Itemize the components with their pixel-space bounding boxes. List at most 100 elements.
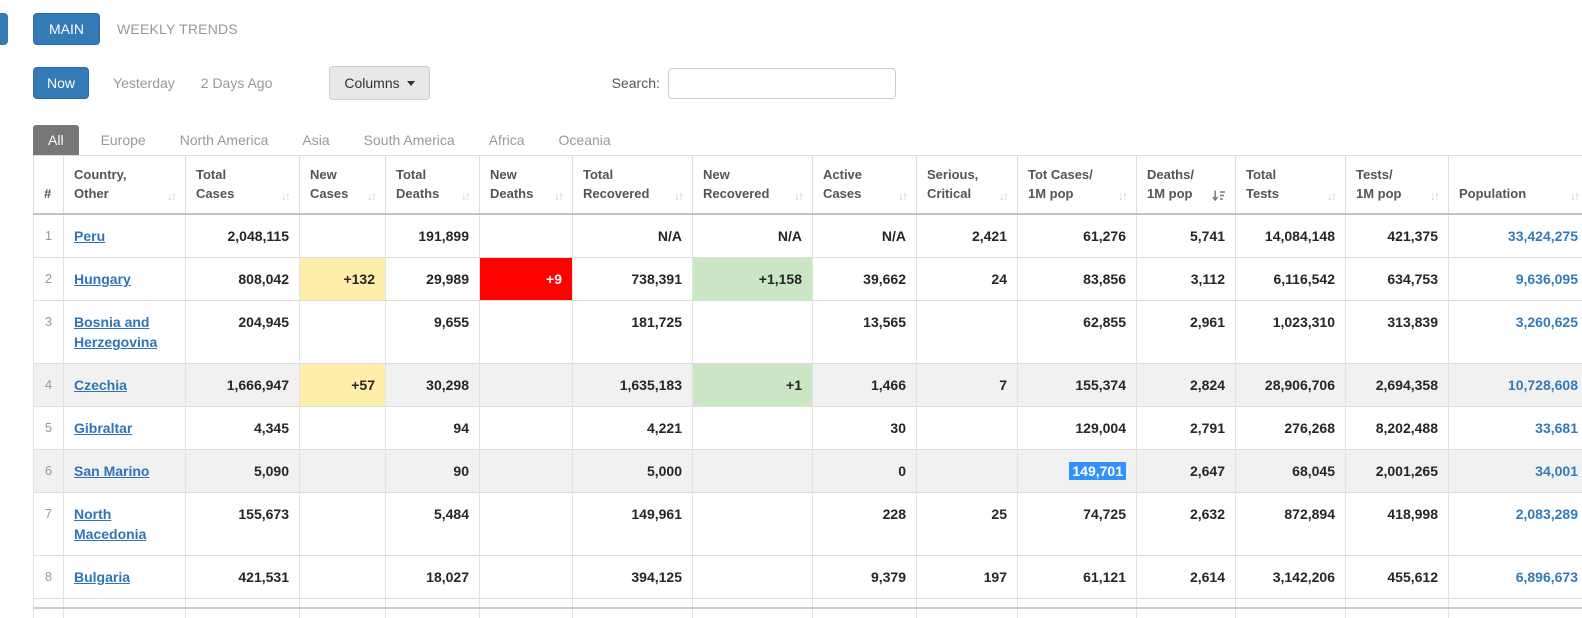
cell-serious-critical: 24	[916, 257, 1018, 301]
selected-text: 149,701	[1069, 462, 1126, 480]
col-header-active-cases[interactable]: Active Cases ↓↑	[812, 155, 917, 215]
cell-new-recovered: +1	[692, 363, 813, 407]
col-header-deaths-per-1m[interactable]: Deaths/1M pop	[1136, 155, 1236, 215]
cell-population[interactable]: 9,636,095	[1448, 257, 1582, 301]
col-header-tests-per-1m[interactable]: Tests/1M pop ↓↑	[1345, 155, 1449, 215]
cell-total-recovered: 738,391	[572, 257, 693, 301]
table-row: 4 Czechia 1,666,947 +57 30,298 1,635,183 +1 1,4…	[33, 363, 1582, 407]
cell-cases-per-1m: 61,121	[1017, 555, 1137, 599]
col-header-num: #	[33, 155, 64, 215]
cell-serious-critical: 7	[916, 363, 1018, 407]
col-header-label: 1M pop	[1147, 186, 1193, 201]
cell-population[interactable]: 33,681	[1448, 406, 1582, 450]
col-header-population[interactable]: Population ↓↑	[1448, 155, 1582, 215]
country-link[interactable]: Peru	[74, 228, 106, 244]
continent-tab-europe[interactable]: Europe	[100, 132, 146, 148]
cell-population[interactable]: 3,260,625	[1448, 300, 1582, 364]
continent-tab-asia[interactable]: Asia	[302, 132, 330, 148]
sort-both-icon: ↓↑	[999, 189, 1009, 203]
cell-cases-per-1m: 129,004	[1017, 406, 1137, 450]
cell-total-deaths: 29,989	[385, 257, 480, 301]
cell-total-tests: 6,116,542	[1235, 257, 1346, 301]
columns-dropdown-label: Columns	[344, 75, 400, 91]
cell-population[interactable]: 2,083,289	[1448, 492, 1582, 556]
country-link[interactable]: Bosnia and Herzegovina	[74, 314, 158, 350]
cell-cases-per-1m: 83,856	[1017, 257, 1137, 301]
cell-total-tests: 3,142,206	[1235, 555, 1346, 599]
col-header-line1: New	[490, 167, 517, 182]
cell-total-deaths: 191,899	[385, 213, 480, 258]
col-header-new-deaths[interactable]: New Deaths ↓↑	[479, 155, 573, 215]
cell-total-deaths: 9,655	[385, 300, 480, 364]
sort-both-icon: ↓↑	[898, 189, 908, 203]
cell-country: Hungary	[63, 257, 186, 301]
col-header-new-recovered[interactable]: New Recovered ↓↑	[692, 155, 813, 215]
weekly-trends-tab[interactable]: WEEKLY TRENDS	[117, 21, 238, 37]
cell-population[interactable]: 33,424,275	[1448, 213, 1582, 258]
columns-dropdown-button[interactable]: Columns	[329, 66, 430, 100]
country-link[interactable]: San Marino	[74, 463, 150, 479]
cell-population[interactable]: 34,001	[1448, 449, 1582, 493]
table-row: 6 San Marino 5,090 90 5,000 0 149,701 2,647 68,0…	[33, 449, 1582, 493]
sort-both-icon: ↓↑	[1570, 189, 1580, 203]
search-input[interactable]	[667, 67, 896, 99]
col-header-label: Cases	[823, 186, 862, 201]
col-header-serious-critical[interactable]: Serious, Critical ↓↑	[916, 155, 1018, 215]
cell-deaths-per-1m: 2,614	[1136, 555, 1236, 599]
col-header-new-cases[interactable]: New Cases ↓↑	[299, 155, 386, 215]
country-link[interactable]: Gibraltar	[74, 420, 133, 436]
continent-tab-africa[interactable]: Africa	[488, 132, 525, 148]
country-link[interactable]: Hungary	[74, 271, 131, 287]
col-header-line1: Tests/	[1356, 167, 1393, 182]
covid-stats-table: # Country, Other ↓↑ Total Cases ↓↑ New Cases ↓↑ To…	[33, 155, 1582, 618]
cell-country: Peru	[63, 213, 186, 258]
yesterday-button[interactable]: Yesterday	[113, 75, 175, 91]
country-link[interactable]: Bulgaria	[74, 569, 131, 585]
cell-country: Gibraltar	[63, 406, 186, 450]
col-header-total-deaths[interactable]: Total Deaths ↓↑	[385, 155, 480, 215]
table-header: # Country, Other ↓↑ Total Cases ↓↑ New Cases ↓↑ To…	[33, 155, 1582, 215]
cell-num: 3	[33, 300, 64, 364]
cell-deaths-per-1m: 2,632	[1136, 492, 1236, 556]
col-header-cases-per-1m[interactable]: Tot Cases/1M pop ↓↑	[1017, 155, 1137, 215]
cell-country: San Marino	[63, 449, 186, 493]
cutoff-button-fragment[interactable]	[0, 13, 8, 45]
cell-new-deaths	[479, 213, 573, 258]
cell-tests-per-1m: 421,375	[1345, 213, 1449, 258]
col-header-label: Cases	[310, 186, 349, 201]
main-tab-button[interactable]: MAIN	[33, 13, 100, 45]
col-header-country[interactable]: Country, Other ↓↑	[63, 155, 186, 215]
col-header-label: 1M pop	[1028, 186, 1074, 201]
cell-tests-per-1m: 313,839	[1345, 300, 1449, 364]
sort-both-icon: ↓↑	[1327, 189, 1337, 203]
col-header-line1: Serious,	[927, 167, 979, 182]
col-header-label: Deaths	[396, 186, 440, 201]
continent-tab-north-america[interactable]: North America	[179, 132, 269, 148]
cell-country: North Macedonia	[63, 492, 186, 556]
cell-population[interactable]: 6,896,673	[1448, 555, 1582, 599]
cell-new-cases: +132	[299, 257, 386, 301]
two-days-ago-button[interactable]: 2 Days Ago	[200, 75, 273, 91]
continent-tab-oceania[interactable]: Oceania	[558, 132, 611, 148]
cell-new-deaths	[479, 406, 573, 450]
continent-tab-south-america[interactable]: South America	[363, 132, 455, 148]
cell-new-cases	[299, 300, 386, 364]
col-header-label: #	[44, 186, 52, 201]
cell-new-recovered	[692, 300, 813, 364]
cell-deaths-per-1m: 5,741	[1136, 213, 1236, 258]
country-link[interactable]: North Macedonia	[74, 506, 147, 542]
cell-new-cases	[299, 492, 386, 556]
col-header-total-cases[interactable]: Total Cases ↓↑	[185, 155, 300, 215]
cell-country: Bosnia and Herzegovina	[63, 300, 186, 364]
cell-population[interactable]: 10,728,608	[1448, 363, 1582, 407]
continent-tab-all[interactable]: All	[33, 125, 79, 155]
now-button[interactable]: Now	[33, 67, 90, 99]
table-row: 1 Peru 2,048,115 191,899 N/A N/A N/A 2,421 61,27…	[33, 213, 1582, 258]
col-header-total-tests[interactable]: Total Tests ↓↑	[1235, 155, 1346, 215]
cell-new-recovered: +1,158	[692, 257, 813, 301]
cell-total-tests: 28,906,706	[1235, 363, 1346, 407]
country-link[interactable]: Czechia	[74, 377, 127, 393]
cell-new-deaths	[479, 449, 573, 493]
col-header-total-recovered[interactable]: Total Recovered ↓↑	[572, 155, 693, 215]
table-row: 3 Bosnia and Herzegovina 204,945 9,655 181,7…	[33, 300, 1582, 364]
